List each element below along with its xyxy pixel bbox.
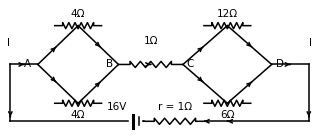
Text: I: I	[7, 38, 10, 48]
Text: 4Ω: 4Ω	[71, 110, 85, 120]
Text: 4Ω: 4Ω	[71, 9, 85, 19]
Text: C: C	[187, 60, 194, 69]
Text: 6Ω: 6Ω	[220, 110, 235, 120]
Text: 1Ω: 1Ω	[144, 36, 158, 46]
Text: I: I	[309, 38, 312, 48]
Text: D: D	[275, 60, 284, 69]
Text: A: A	[24, 60, 31, 69]
Text: 16V: 16V	[107, 102, 127, 112]
Text: 12Ω: 12Ω	[217, 9, 238, 19]
Text: r = 1Ω: r = 1Ω	[158, 102, 192, 112]
Text: B: B	[107, 60, 114, 69]
